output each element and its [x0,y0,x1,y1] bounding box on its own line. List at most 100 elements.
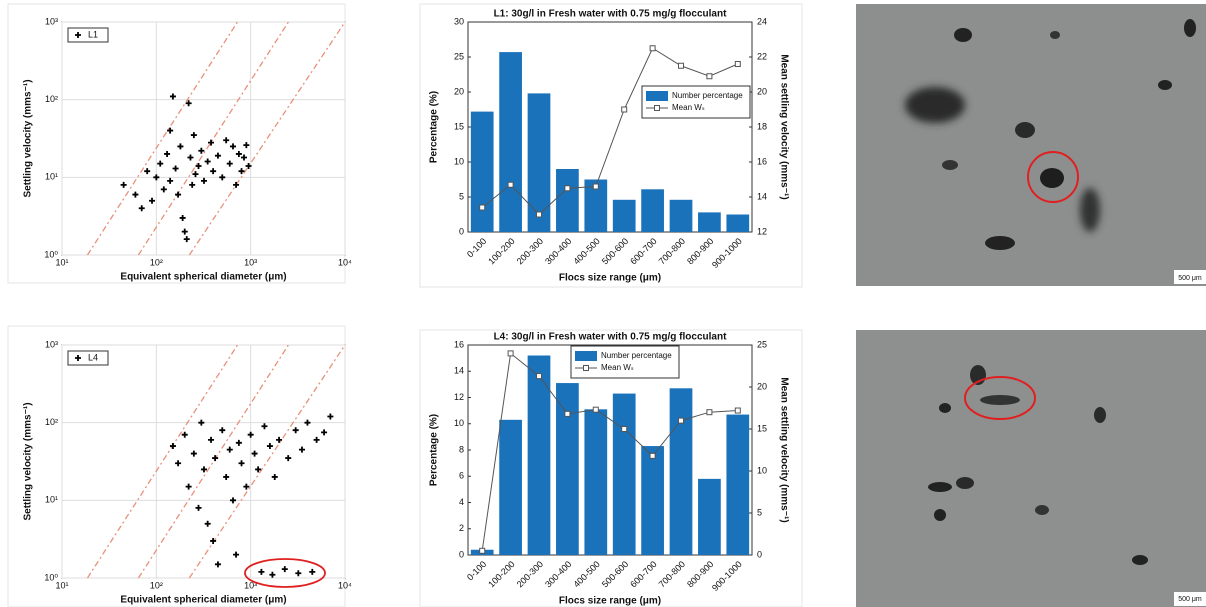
x-axis-label: Equivalent spherical diameter (μm) [120,272,286,283]
reference-line [86,344,239,579]
y2-tick-label: 22 [757,51,767,61]
point [167,177,174,184]
bar [556,383,579,555]
point [214,561,221,568]
point [327,413,334,420]
y2-tick-label: 15 [757,423,767,433]
point [235,150,242,157]
x-tick-label: 10⁴ [338,580,352,590]
scale-label: 500 μm [1178,596,1202,603]
x-tick-label: 10¹ [55,257,68,267]
x-tick-label: 300-400 [543,236,573,266]
point [261,423,268,430]
point [269,571,276,578]
bar [527,93,551,233]
line-marker [564,185,571,192]
scale-bar [1174,270,1206,284]
bar [584,409,608,555]
line-marker [479,547,486,554]
reference-line [188,21,346,256]
point [132,191,139,198]
bar [612,393,636,555]
y-axis-label: Percentage (%) [429,414,440,486]
floc [1184,19,1196,37]
y-tick-label: 10⁰ [44,572,58,582]
x-tick-label: 10² [150,580,163,590]
floc [939,403,951,413]
legend-label: Number percentage [672,91,743,100]
point [238,168,245,175]
legend-marker [583,365,589,371]
micrograph: 500 μm [856,330,1206,607]
bar [669,388,693,555]
point [238,460,245,467]
x-tick-label: 900-1000 [710,236,744,270]
legend-label: L4 [88,352,98,362]
legend-marker [75,355,81,361]
floc [1040,168,1064,188]
point [208,436,215,443]
point [200,466,207,473]
bar [698,478,721,555]
legend-label: Mean Wₛ [601,363,634,372]
image-background [856,330,1206,607]
point [285,455,292,462]
point [204,158,211,165]
y2-tick-label: 24 [757,16,767,26]
point [169,443,176,450]
x-tick-label: 100-200 [486,559,516,589]
line-marker [479,204,486,211]
x-tick-label: 0-100 [465,236,488,259]
point [219,427,226,434]
y-axis-label: Settling velocity (mms⁻¹) [23,402,34,520]
x-tick-label: 10² [150,257,163,267]
reference-line [188,344,346,579]
line-marker [649,45,656,52]
y-tick-label: 10¹ [45,172,58,182]
bar [584,179,608,232]
y-tick-label: 10² [45,417,58,427]
panel-frame [419,329,803,607]
y-tick-label: 16 [454,339,464,349]
line-marker [536,211,542,218]
highlight-circle [964,376,1036,420]
y2-tick-label: 25 [757,339,767,349]
floc [1035,505,1049,515]
bar [556,169,579,232]
y2-tick-label: 12 [757,226,767,236]
floc [1050,31,1060,39]
y-tick-label: 10 [454,418,464,428]
floc [934,509,946,521]
chart-title: L4: 30g/l in Fresh water with 0.75 mg/g … [494,332,727,343]
point [190,132,197,139]
point [192,171,199,178]
point [198,147,205,154]
x-tick-label: 0-100 [465,559,488,582]
point [149,197,156,204]
point [214,152,221,159]
legend-label: L1 [88,29,98,39]
plot-area [61,21,346,256]
point [292,427,299,434]
x-axis-label: Flocs size range (μm) [559,273,661,284]
point [160,186,167,193]
point [120,181,127,188]
point [241,154,248,161]
point [183,236,190,243]
legend-label: Number percentage [601,351,672,360]
point [200,177,207,184]
point [266,443,273,450]
y2-tick-label: 10 [757,465,767,475]
point [298,446,305,453]
point [226,446,233,453]
point [223,473,230,480]
y2-tick-label: 18 [757,121,767,131]
point [212,455,219,462]
line-marker [706,73,713,80]
point [226,160,233,167]
line-marker [734,407,741,414]
point [223,137,230,144]
line-marker [507,181,514,188]
x-tick-label: 400-500 [571,236,601,266]
